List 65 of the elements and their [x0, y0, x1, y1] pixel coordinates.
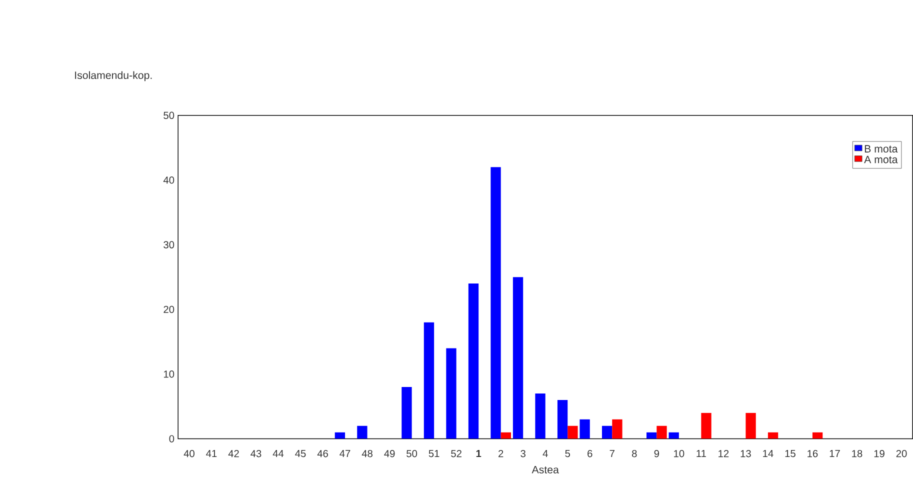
x-tick-label: 4 — [542, 450, 548, 458]
bar — [500, 432, 512, 439]
y-tick-label: 40 — [163, 176, 174, 184]
x-tick-label: 10 — [674, 450, 684, 458]
y-axis-title: Isolamendu-kop. — [75, 71, 152, 82]
x-tick-label: 18 — [852, 450, 862, 458]
x-tick-label: 43 — [250, 450, 262, 458]
x-tick-label: 8 — [632, 450, 637, 458]
x-tick-label: 41 — [206, 450, 217, 458]
bar — [668, 432, 679, 439]
x-tick-label: 50 — [406, 450, 418, 458]
x-tick-label: 47 — [340, 450, 350, 458]
bar — [612, 419, 622, 439]
x-tick-label: 48 — [362, 450, 372, 458]
x-tick-label: 11 — [696, 450, 706, 458]
bar — [334, 432, 346, 439]
bar — [402, 387, 412, 439]
x-tick-label: 45 — [295, 450, 306, 458]
y-tick-label: 10 — [164, 370, 174, 378]
x-tick-label: 49 — [384, 450, 395, 458]
x-tick-label: 52 — [451, 450, 462, 458]
x-tick-label: 17 — [830, 450, 840, 458]
bar — [656, 426, 667, 439]
bar — [568, 426, 578, 439]
x-tick-label: 5 — [565, 450, 570, 458]
bar — [446, 348, 456, 439]
bar — [468, 284, 479, 439]
bar — [746, 412, 756, 439]
x-tick-label: 3 — [520, 450, 526, 458]
x-tick-label: 15 — [785, 450, 796, 458]
x-tick-label: 46 — [317, 450, 328, 458]
y-tick-label: 0 — [169, 435, 174, 442]
bar — [812, 432, 823, 439]
x-tick-label: 20 — [896, 450, 907, 458]
bar — [768, 432, 778, 439]
x-tick-label: 14 — [763, 450, 774, 458]
x-tick-label: 51 — [428, 450, 440, 458]
legend-label: B mota — [864, 145, 898, 153]
bar — [701, 412, 712, 439]
x-tick-label: 40 — [184, 450, 194, 458]
x-tick-label: 7 — [610, 450, 614, 458]
bar — [535, 394, 546, 439]
bar — [512, 277, 524, 439]
bar — [490, 167, 501, 439]
x-tick-label: 1 — [476, 450, 482, 458]
x-tick-label: 2 — [498, 450, 504, 458]
x-tick-label: 6 — [588, 450, 592, 458]
y-tick-label: 30 — [164, 241, 174, 248]
x-tick-label: 12 — [718, 450, 729, 458]
x-axis-title: Astea — [532, 466, 559, 474]
y-tick-label: 50 — [164, 112, 174, 120]
bar — [580, 419, 590, 439]
x-tick-label: 44 — [272, 450, 284, 458]
bar — [557, 400, 568, 439]
legend-label: A mota — [864, 156, 898, 164]
x-tick-label: 13 — [740, 450, 751, 458]
x-tick-label: 9 — [654, 450, 660, 458]
x-tick-label: 16 — [808, 450, 818, 458]
y-tick-label: 20 — [164, 306, 174, 314]
bar — [646, 432, 657, 439]
bar — [357, 426, 368, 439]
bar — [424, 322, 434, 439]
bar — [602, 426, 612, 439]
x-tick-label: 42 — [228, 450, 239, 458]
x-tick-label: 19 — [874, 450, 884, 458]
